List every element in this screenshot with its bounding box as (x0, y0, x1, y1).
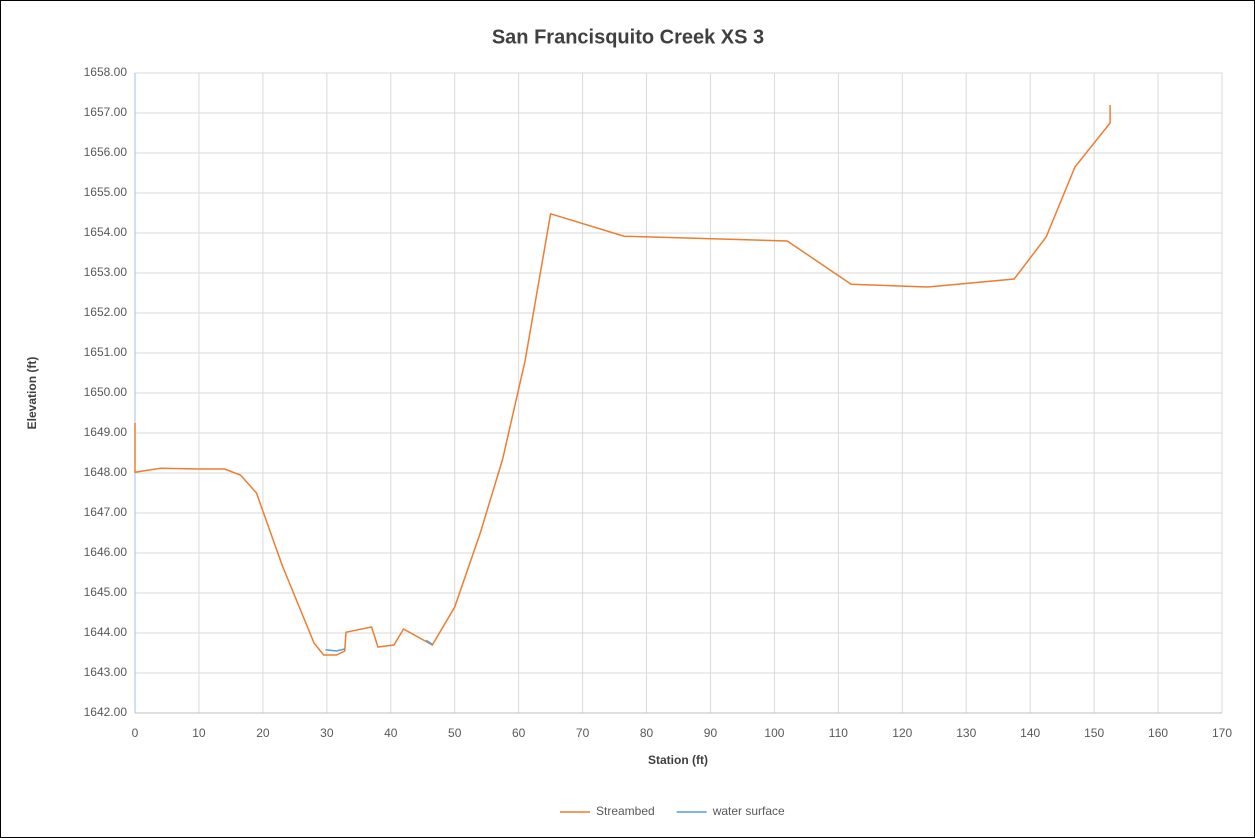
x-tick-label: 20 (256, 726, 270, 740)
x-tick-label: 140 (1020, 726, 1040, 740)
x-tick-label: 150 (1084, 726, 1104, 740)
x-tick-label: 70 (576, 726, 590, 740)
y-tick-label: 1656.00 (84, 145, 128, 159)
y-tick-label: 1658.00 (84, 65, 128, 79)
x-tick-label: 10 (192, 726, 206, 740)
y-tick-label: 1652.00 (84, 305, 128, 319)
x-tick-label: 90 (704, 726, 718, 740)
x-tick-label: 0 (132, 726, 139, 740)
chart-title: San Francisquito Creek XS 3 (492, 26, 764, 48)
y-tick-label: 1644.00 (84, 625, 128, 639)
y-tick-label: 1642.00 (84, 705, 128, 719)
y-tick-label: 1645.00 (84, 585, 128, 599)
y-axis-label: Elevation (ft) (25, 357, 39, 430)
y-tick-label: 1654.00 (84, 225, 128, 239)
legend-label: water surface (712, 804, 785, 818)
x-tick-label: 130 (956, 726, 976, 740)
x-tick-label: 50 (448, 726, 462, 740)
y-tick-label: 1647.00 (84, 505, 128, 519)
x-tick-label: 160 (1148, 726, 1168, 740)
y-tick-label: 1651.00 (84, 345, 128, 359)
y-tick-label: 1643.00 (84, 665, 128, 679)
y-tick-label: 1649.00 (84, 425, 128, 439)
x-tick-label: 30 (320, 726, 334, 740)
legend-label: Streambed (596, 804, 655, 818)
y-tick-label: 1646.00 (84, 545, 128, 559)
y-tick-label: 1657.00 (84, 105, 128, 119)
x-tick-label: 60 (512, 726, 526, 740)
series-line (134, 105, 1111, 656)
y-tick-label: 1653.00 (84, 265, 128, 279)
x-tick-label: 100 (764, 726, 784, 740)
x-tick-label: 40 (384, 726, 398, 740)
x-tick-label: 80 (640, 726, 654, 740)
x-axis-label: Station (ft) (648, 753, 708, 767)
y-tick-label: 1650.00 (84, 385, 128, 399)
x-tick-label: 170 (1212, 726, 1232, 740)
series-line (325, 639, 433, 652)
x-tick-label: 120 (892, 726, 912, 740)
x-tick-label: 110 (829, 726, 848, 740)
y-tick-label: 1655.00 (84, 185, 128, 199)
y-tick-label: 1648.00 (84, 465, 128, 479)
